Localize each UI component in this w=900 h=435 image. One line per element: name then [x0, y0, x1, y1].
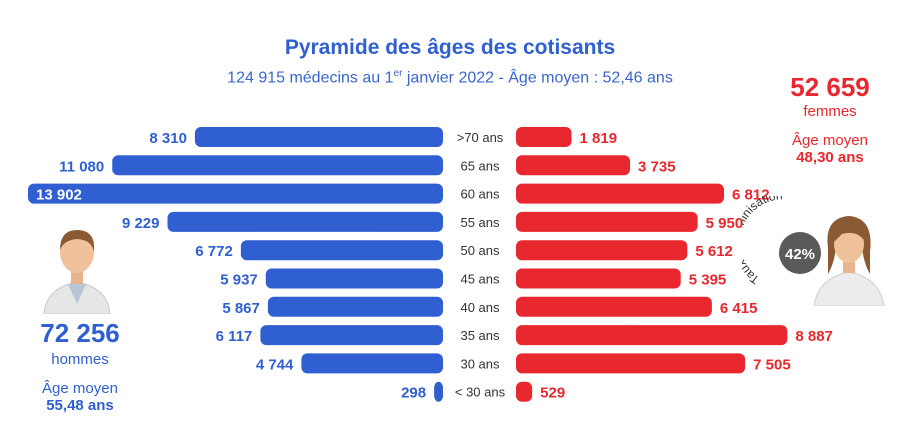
feminisation-badge: 42% Taux de féminisation	[742, 196, 821, 287]
men-value-label: 9 229	[122, 215, 160, 232]
age-category-label: 50 ans	[460, 243, 500, 258]
women-value-label: 5 612	[695, 243, 733, 260]
men-bar	[167, 211, 443, 232]
women-value-label: 1 819	[580, 130, 618, 147]
men-value-label: 5 867	[222, 300, 260, 317]
women-bar	[516, 240, 688, 261]
men-avg-label: Âge moyen	[42, 380, 118, 397]
subtitle-part1: 124 915 médecins au 1	[227, 69, 394, 87]
men-bar	[112, 155, 444, 176]
women-bar	[516, 183, 724, 204]
women-bar	[516, 325, 788, 346]
men-value-label: 6 117	[216, 328, 253, 345]
men-bar	[260, 325, 443, 346]
women-bar	[516, 155, 631, 176]
men-avg-value: 55,48 ans	[46, 397, 114, 414]
subtitle-part2: janvier 2022 - Âge moyen : 52,46 ans	[402, 69, 673, 87]
age-category-label: < 30 ans	[455, 385, 506, 400]
women-summary: 52 659 femmes Âge moyen 48,30 ans	[770, 72, 890, 166]
women-avg-label: Âge moyen	[792, 132, 868, 149]
age-category-label: 30 ans	[460, 356, 500, 371]
women-value-label: 3 735	[638, 158, 676, 175]
men-bar	[28, 183, 443, 204]
women-value-label: 5 950	[706, 215, 744, 232]
men-label: hommes	[51, 351, 109, 368]
age-category-label: 55 ans	[460, 215, 500, 230]
women-value-label: 7 505	[753, 356, 791, 373]
men-bar	[240, 240, 443, 261]
women-bar	[516, 381, 533, 402]
women-avg-value: 48,30 ans	[796, 149, 864, 166]
men-bar	[265, 268, 443, 289]
men-value-label: 11 080	[59, 158, 104, 175]
women-bar	[516, 211, 698, 232]
men-value-label: 8 310	[149, 130, 187, 147]
women-bar	[516, 268, 681, 289]
men-bar	[194, 127, 443, 147]
age-category-label: 65 ans	[460, 158, 500, 173]
chart-title: Pyramide des âges des cotisants	[284, 36, 616, 59]
women-value-label: 8 887	[795, 328, 833, 345]
men-value-label: 298	[401, 385, 426, 402]
women-value-label: 6 812	[732, 187, 770, 204]
age-category-label: >70 ans	[457, 130, 504, 145]
women-value-label: 5 395	[689, 272, 727, 289]
men-value-label: 13 902	[36, 187, 82, 204]
subtitle-sup: er	[393, 68, 403, 79]
feminisation-rate: 42%	[785, 246, 815, 263]
women-value-label: 529	[540, 385, 565, 402]
age-category-label: 40 ans	[460, 300, 500, 315]
men-bar	[434, 381, 443, 402]
age-category-label: 45 ans	[460, 272, 500, 287]
age-category-label: 60 ans	[460, 187, 500, 202]
women-bar	[516, 296, 712, 317]
male-doctor-avatar	[43, 230, 111, 314]
women-total: 52 659	[790, 72, 870, 102]
women-bar	[516, 353, 746, 374]
women-value-label: 6 415	[720, 300, 758, 317]
men-value-label: 4 744	[256, 356, 294, 373]
men-value-label: 5 937	[220, 272, 258, 289]
female-doctor-avatar	[813, 216, 885, 306]
women-label: femmes	[803, 103, 857, 120]
women-bar	[516, 127, 572, 147]
chart-subtitle: 124 915 médecins au 1er janvier 2022 - Â…	[0, 68, 900, 87]
feminisation-label: Taux de féminisation	[742, 196, 783, 287]
men-bar	[301, 353, 443, 374]
men-total: 72 256	[40, 318, 120, 348]
age-category-label: 35 ans	[460, 328, 500, 343]
men-summary: 72 256 hommes Âge moyen 55,48 ans	[20, 318, 140, 414]
men-bar	[267, 296, 443, 317]
men-value-label: 6 772	[195, 243, 233, 260]
